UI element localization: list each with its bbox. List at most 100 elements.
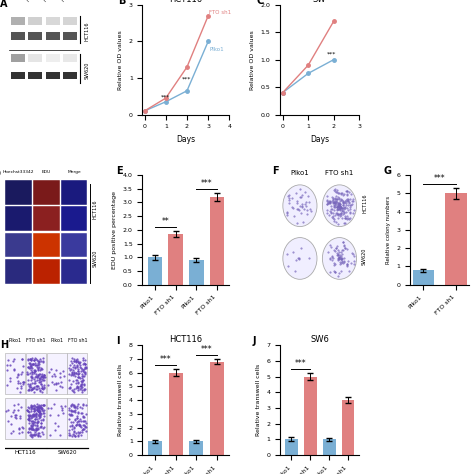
Bar	[33, 233, 60, 257]
Text: HCT116: HCT116	[153, 345, 178, 350]
Text: ***: ***	[295, 359, 307, 368]
Text: HCT116: HCT116	[362, 194, 367, 213]
Bar	[11, 54, 25, 62]
Text: F: F	[272, 166, 279, 176]
Text: SW620: SW620	[196, 345, 218, 350]
Text: E: E	[116, 166, 123, 176]
Text: ***: ***	[161, 94, 171, 99]
Text: FTO sh2: FTO sh2	[43, 0, 62, 2]
Text: HCT116: HCT116	[15, 450, 36, 456]
Bar	[61, 207, 87, 231]
Ellipse shape	[283, 185, 317, 227]
Text: SW620: SW620	[85, 62, 90, 79]
Bar	[11, 72, 25, 80]
Ellipse shape	[322, 237, 356, 279]
Bar	[46, 17, 60, 25]
Bar	[446, 193, 466, 285]
Bar	[189, 441, 203, 455]
Text: ***: ***	[434, 174, 446, 183]
Text: ***: ***	[201, 345, 212, 354]
Text: B: B	[118, 0, 126, 6]
Text: FTO sh3: FTO sh3	[61, 0, 79, 2]
Text: FTO sh1: FTO sh1	[209, 9, 231, 15]
Bar	[63, 32, 77, 40]
X-axis label: Days: Days	[310, 135, 329, 144]
Bar	[33, 207, 60, 231]
Text: SW620: SW620	[362, 247, 367, 265]
Y-axis label: Relative colony numbers: Relative colony numbers	[386, 196, 391, 264]
Text: FTO sh1: FTO sh1	[26, 0, 45, 2]
Bar	[342, 400, 355, 455]
Text: HCT116: HCT116	[85, 22, 90, 41]
Bar	[28, 54, 42, 62]
Bar	[67, 398, 87, 439]
Text: J: J	[253, 337, 256, 346]
Bar	[210, 362, 224, 455]
Text: EDU: EDU	[42, 170, 51, 174]
Y-axis label: Relative transwell cells: Relative transwell cells	[256, 364, 261, 436]
Bar	[6, 233, 32, 257]
Bar	[61, 180, 87, 204]
Title: HCT116: HCT116	[169, 0, 202, 4]
Bar	[61, 259, 87, 283]
Text: Plko1: Plko1	[50, 338, 63, 343]
Bar	[189, 260, 203, 285]
Bar	[304, 376, 317, 455]
Text: Merge: Merge	[67, 170, 81, 174]
Bar	[5, 398, 25, 439]
Bar	[6, 207, 32, 231]
Bar	[323, 439, 336, 455]
Text: Plko1: Plko1	[9, 338, 22, 343]
Text: C: C	[256, 0, 264, 6]
Text: SW620: SW620	[93, 249, 98, 267]
Bar	[46, 398, 67, 439]
Bar	[63, 54, 77, 62]
Bar	[46, 54, 60, 62]
Bar	[28, 72, 42, 80]
Bar	[148, 441, 162, 455]
X-axis label: Days: Days	[176, 135, 195, 144]
Y-axis label: Relative OD values: Relative OD values	[118, 30, 123, 90]
Text: Plko1: Plko1	[291, 170, 310, 176]
Text: A: A	[0, 0, 8, 9]
Text: G: G	[383, 166, 391, 176]
Text: FTO sh1: FTO sh1	[68, 338, 87, 343]
Text: SW620: SW620	[57, 450, 77, 456]
Text: Hoechst33342: Hoechst33342	[3, 170, 35, 174]
Bar	[6, 180, 32, 204]
Bar	[33, 180, 60, 204]
Bar	[168, 234, 183, 285]
Text: Plko1: Plko1	[209, 47, 224, 52]
Bar	[28, 17, 42, 25]
Text: FTO sh1: FTO sh1	[26, 338, 46, 343]
Bar	[63, 17, 77, 25]
Text: HCT116: HCT116	[93, 200, 98, 219]
Text: H: H	[0, 340, 9, 350]
Bar	[6, 259, 32, 283]
Text: ***: ***	[327, 52, 336, 57]
Ellipse shape	[283, 237, 317, 279]
Title: SW: SW	[313, 0, 327, 4]
Bar	[147, 257, 162, 285]
Bar	[11, 32, 25, 40]
Y-axis label: Relative OD values: Relative OD values	[250, 30, 255, 90]
Bar	[46, 353, 67, 394]
Bar	[46, 32, 60, 40]
Bar	[169, 373, 182, 455]
Bar	[33, 259, 60, 283]
Title: SW6: SW6	[310, 336, 329, 345]
Text: FTO sh1: FTO sh1	[325, 170, 354, 176]
Bar	[413, 270, 434, 285]
Title: HCT116: HCT116	[169, 336, 202, 345]
Text: ***: ***	[159, 356, 171, 365]
Bar	[28, 32, 42, 40]
Bar	[5, 353, 25, 394]
Text: ***: ***	[201, 179, 212, 188]
Bar	[63, 72, 77, 80]
Bar	[61, 233, 87, 257]
Bar	[11, 17, 25, 25]
Bar	[26, 398, 46, 439]
Y-axis label: EDU positive percentage: EDU positive percentage	[112, 191, 117, 269]
Text: **: **	[161, 217, 169, 226]
Bar	[46, 72, 60, 80]
